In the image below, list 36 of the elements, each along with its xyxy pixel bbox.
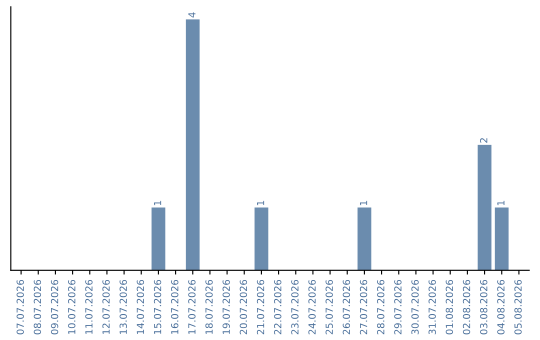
- data-label: 1: [257, 200, 264, 206]
- x-tick-label: 23.07.2026: [291, 280, 299, 334]
- x-tick-label: 07.07.2026: [16, 280, 24, 334]
- x-tick-label: 09.07.2026: [50, 280, 58, 334]
- x-tick-label: 14.07.2026: [136, 280, 144, 334]
- x-tick-label: 30.07.2026: [411, 280, 419, 334]
- x-tick-label: 02.08.2026: [462, 280, 470, 334]
- x-tick-label: 28.07.2026: [377, 280, 384, 334]
- x-tick-label: 24.07.2026: [308, 280, 316, 334]
- x-tick-label: 03.08.2026: [480, 280, 488, 334]
- x-tick-label: 01.08.2026: [446, 280, 454, 334]
- x-tick-label: 18.07.2026: [205, 280, 213, 334]
- x-tick-label: 15.07.2026: [154, 280, 162, 334]
- x-tick-label: 26.07.2026: [342, 280, 350, 334]
- x-tick-label: 21.07.2026: [256, 280, 264, 334]
- x-tick-label: 16.07.2026: [171, 280, 178, 334]
- x-tick-label: 05.08.2026: [514, 280, 522, 334]
- x-tick-label: 27.07.2026: [360, 280, 368, 334]
- x-tick-label: 08.07.2026: [34, 280, 42, 334]
- x-tick-label: 17.07.2026: [188, 280, 196, 334]
- x-tick-label: 29.07.2026: [394, 280, 402, 334]
- x-tick-label: 25.07.2026: [326, 280, 333, 334]
- data-label: 1: [360, 200, 368, 206]
- data-label: 1: [497, 200, 504, 206]
- x-tick-label: 22.07.2026: [274, 280, 282, 334]
- data-label: 2: [480, 138, 488, 143]
- x-tick-label: 13.07.2026: [120, 280, 127, 334]
- data-label: 4: [188, 12, 196, 18]
- x-tick-label: 04.08.2026: [497, 280, 505, 334]
- x-tick-label: 12.07.2026: [102, 280, 110, 334]
- x-tick-label: 19.07.2026: [222, 280, 230, 334]
- x-tick-label: 31.07.2026: [428, 280, 436, 334]
- x-tick-label: 11.07.2026: [85, 280, 93, 334]
- x-tick-label: 10.07.2026: [68, 280, 76, 334]
- data-label: 1: [154, 200, 162, 206]
- x-tick-label: 20.07.2026: [240, 280, 248, 334]
